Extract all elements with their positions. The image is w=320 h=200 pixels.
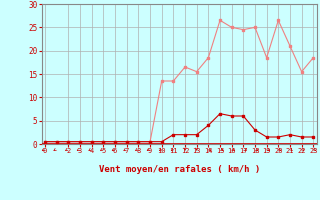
X-axis label: Vent moyen/en rafales ( km/h ): Vent moyen/en rafales ( km/h ) — [99, 165, 260, 174]
